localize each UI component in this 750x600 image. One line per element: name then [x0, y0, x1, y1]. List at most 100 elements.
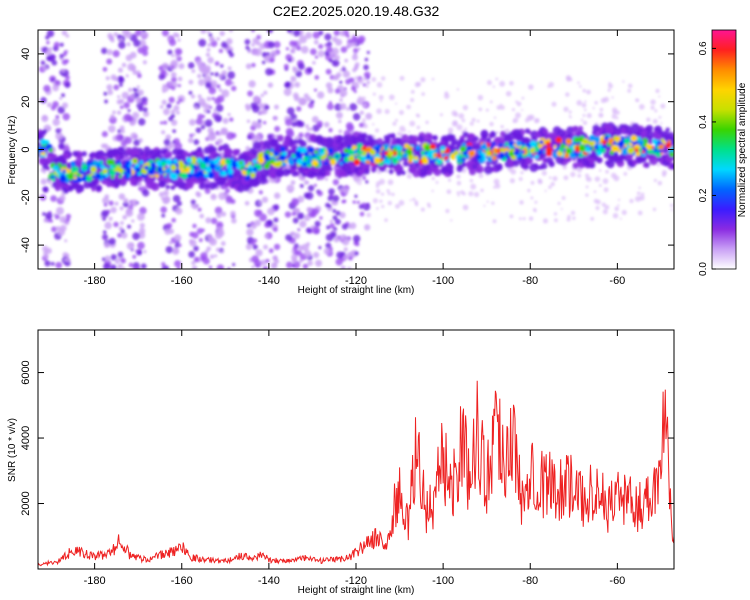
spectrogram-cell [642, 162, 648, 168]
spectrogram-cell [595, 205, 600, 211]
spectrogram-cell [480, 188, 484, 193]
spectrogram-cell [379, 199, 383, 203]
spectrogram-cell [211, 83, 216, 89]
spectrogram-cell [176, 148, 184, 156]
spectrogram-cell [366, 50, 370, 55]
spectrogram-cell [256, 34, 262, 40]
spectrogram-cell [246, 223, 252, 228]
spectrogram-cell [193, 256, 200, 263]
spectrogram-cell [299, 183, 304, 188]
spectrogram-cell [226, 38, 233, 45]
spectrogram-cell [586, 113, 592, 119]
spectrogram-cell [172, 194, 181, 203]
spectrogram-cell [45, 212, 53, 220]
spectrogram-cell [214, 165, 222, 173]
spectrogram-cell [628, 83, 633, 89]
spectrogram-cell [641, 150, 646, 154]
spectrogram-cell [599, 107, 604, 112]
spectrogram-cell [391, 192, 395, 197]
spectrogram-cell [123, 102, 130, 109]
snr-y-ticks: 2000 4000 6000 [20, 360, 674, 516]
spectrogram-cell [653, 148, 658, 153]
spectrogram-cell [492, 141, 496, 146]
spectrogram-cell [205, 52, 211, 57]
spectrogram-cell [101, 47, 108, 55]
spectrogram-cell [173, 159, 178, 164]
spectrogram-cell [164, 174, 168, 178]
spectrogram-cell [349, 250, 356, 258]
spectrogram-cell [330, 159, 337, 166]
spectrogram-cell [478, 107, 483, 112]
spectrogram-cell [630, 134, 638, 142]
spectrogram-cell [335, 154, 339, 159]
spectrogram-cell [422, 162, 430, 170]
spectrogram-cell [515, 112, 521, 119]
spectrogram-cell [214, 114, 223, 123]
spectrogram-cell [571, 125, 579, 134]
spectrogram-cell [44, 260, 51, 267]
spectrogram-cell [66, 168, 71, 174]
spectrogram-cell [245, 63, 252, 70]
spectrogram-cell [108, 216, 113, 221]
spectrogram-cell [106, 58, 113, 65]
spectrogram-cell [142, 189, 150, 197]
spectrogram-cell [266, 52, 271, 56]
spectrogram-cell [208, 265, 213, 269]
spectrogram-cell [140, 263, 147, 269]
spectrogram-cell [135, 249, 139, 253]
spectrogram-cell [356, 100, 359, 104]
spectrogram-cell [132, 266, 138, 269]
spectrogram-cell [352, 112, 361, 121]
spectrogram-cell [175, 33, 180, 38]
spectrogram-cell [582, 120, 588, 125]
spectrogram-cell [227, 112, 231, 117]
spectrogram-cell [54, 214, 60, 220]
spectrogram-cell [445, 208, 450, 214]
spectrogram-cell [303, 250, 312, 258]
spectrogram-cell [402, 160, 409, 167]
spectrogram-cell [399, 125, 406, 132]
spectrogram-cell [357, 133, 367, 143]
spectrogram-cell [175, 207, 183, 215]
spectrogram-cell [342, 70, 351, 78]
spectrogram-cell [104, 255, 111, 262]
spectrogram-cell [638, 104, 645, 110]
spectrogram-cell [385, 159, 392, 165]
spectrogram-cell [59, 216, 67, 224]
spectrogram-cell [149, 182, 157, 190]
spectrogram-cell [110, 254, 117, 261]
spectrogram-cell [388, 168, 394, 175]
spectrogram-cell [581, 102, 587, 108]
spectrogram-cell [347, 148, 355, 155]
spectrogram-cell [194, 106, 198, 110]
spectrogram-cell [300, 45, 309, 54]
spectrogram-cell [263, 90, 268, 95]
spectrogram-cell [582, 114, 586, 117]
spectrogram-cell [252, 141, 262, 150]
spectrogram-cell [327, 204, 332, 208]
spectrogram-cell [357, 35, 366, 43]
spectrogram-cell [457, 158, 462, 163]
spectrogram-cell [333, 236, 340, 243]
spectrogram-cell [125, 74, 129, 78]
spectrogram-cell [373, 157, 381, 164]
spectrogram-xtick-label: -100 [432, 275, 454, 287]
spectrogram-cell [529, 147, 535, 154]
spectrogram-cell [168, 38, 177, 47]
spectrogram-cell [66, 218, 70, 222]
spectrogram-cell [197, 170, 204, 176]
spectrogram-cell [197, 73, 202, 79]
spectrogram-cell [43, 253, 49, 259]
spectrogram-cell [530, 196, 534, 200]
spectrogram-cell [657, 180, 663, 186]
spectrogram-cell [148, 149, 154, 155]
spectrogram-cell [61, 102, 69, 109]
spectrogram-cell [585, 173, 589, 178]
spectrogram-cell [297, 120, 302, 125]
spectrogram-cell [130, 93, 135, 99]
spectrogram-cell [118, 174, 123, 179]
spectrogram-cell [107, 89, 114, 96]
spectrogram-cell [600, 97, 606, 104]
spectrogram-cell [293, 95, 300, 102]
spectrogram-cell [348, 256, 353, 261]
